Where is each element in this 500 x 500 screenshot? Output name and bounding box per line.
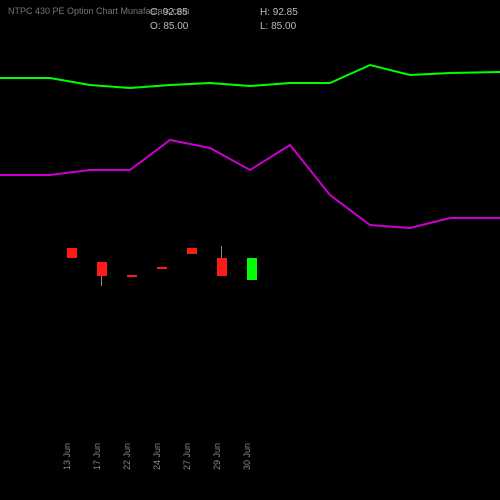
x-axis: 13 Jun 17 Jun 22 Jun 24 Jun 27 Jun 29 Jun 30 J… bbox=[40, 410, 460, 470]
x-axis-label: 13 Jun bbox=[62, 443, 72, 470]
candle-body bbox=[157, 267, 167, 269]
candle bbox=[97, 30, 107, 350]
candle-body bbox=[67, 248, 77, 258]
candle-body bbox=[127, 275, 137, 277]
candle bbox=[127, 30, 137, 350]
candle-body bbox=[187, 248, 197, 254]
high-value: H: 92.85 bbox=[260, 6, 298, 20]
x-axis-label: 22 Jun bbox=[122, 443, 132, 470]
candle-body bbox=[97, 262, 107, 276]
candle bbox=[157, 30, 167, 350]
x-axis-label: 29 Jun bbox=[212, 443, 222, 470]
close-value: C: 92.85 bbox=[150, 6, 188, 20]
x-axis-label: 24 Jun bbox=[152, 443, 162, 470]
candle bbox=[247, 30, 257, 350]
x-axis-label: 30 Jun bbox=[242, 443, 252, 470]
candle-body bbox=[217, 258, 227, 276]
candle bbox=[187, 30, 197, 350]
chart-area bbox=[0, 30, 500, 350]
x-axis-label: 17 Jun bbox=[92, 443, 102, 470]
candle bbox=[217, 30, 227, 350]
candle bbox=[67, 30, 77, 350]
candle-body bbox=[247, 258, 257, 280]
x-axis-label: 27 Jun bbox=[182, 443, 192, 470]
